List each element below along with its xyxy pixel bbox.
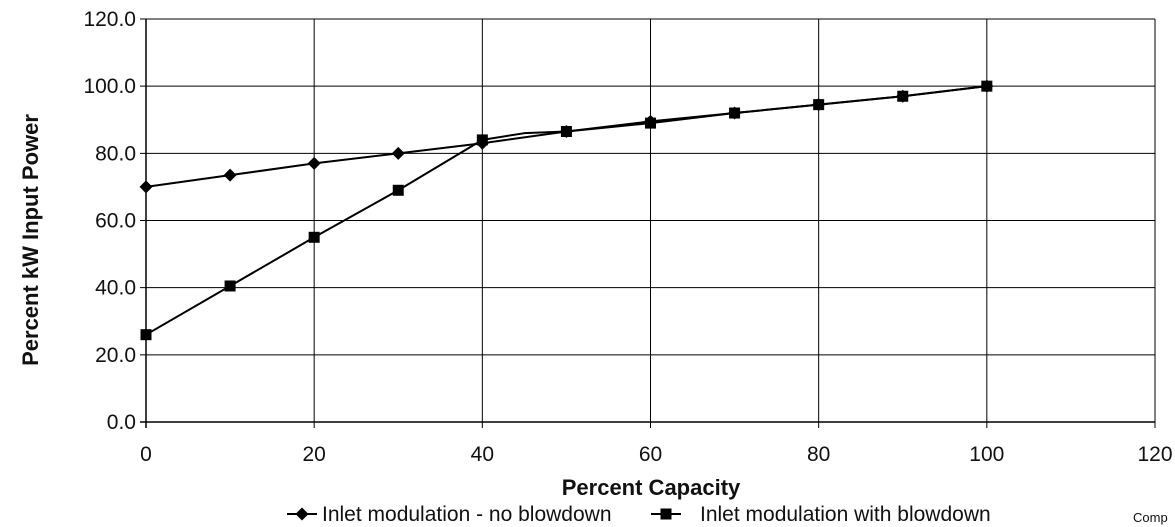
series-line [145,85,987,336]
square-marker [392,184,404,196]
legend-square-icon [660,508,672,520]
y-tick-label: 0.0 [107,411,136,434]
square-marker [645,117,656,129]
y-tick-label: 120.0 [83,8,136,31]
legend-item: Inlet modulation - no blowdown [287,503,612,526]
x-tick-label: 60 [639,443,662,466]
square-marker [897,90,909,102]
diamond-marker [139,180,153,194]
x-tick-label: 120 [1137,443,1172,466]
y-tick-label: 80.0 [95,142,136,165]
square-marker [224,280,236,292]
square-marker [560,126,572,138]
square-marker [813,99,825,111]
square-marker [308,231,320,243]
gridlines [140,18,1156,428]
x-axis-title: Percent Capacity [562,475,741,500]
legend-diamond-icon [295,507,309,521]
x-tick-label: 80 [807,443,830,466]
series-layer [139,79,994,341]
footnote: Comp [1133,510,1168,525]
x-tick-label: 40 [471,443,494,466]
x-tick-label: 0 [140,443,152,466]
legend: Inlet modulation - no blowdown Inlet modu… [287,503,991,526]
x-axis-ticks: 0 20 40 60 80 100 120 [140,443,1172,466]
x-tick-label: 100 [969,443,1004,466]
square-marker [476,134,488,146]
legend-item: Inlet modulation with blowdown [651,503,991,526]
legend-label: Inlet modulation with blowdown [700,503,991,526]
diamond-marker [223,168,237,182]
square-marker [140,329,152,341]
square-marker [729,107,741,119]
diamond-marker [391,146,405,160]
y-axis-ticks: 0.0 20.0 40.0 60.0 80.0 100.0 120.0 [83,8,136,434]
square-marker [981,80,993,92]
series-2 [140,80,993,341]
legend-label: Inlet modulation - no blowdown [322,503,612,526]
y-tick-label: 40.0 [95,277,136,300]
x-tick-label: 20 [302,443,325,466]
y-tick-label: 100.0 [83,75,136,98]
y-axis-title: Percent kW Input Power [18,114,43,366]
y-tick-label: 20.0 [95,344,136,367]
y-tick-label: 60.0 [95,210,136,233]
diamond-marker [307,156,321,170]
